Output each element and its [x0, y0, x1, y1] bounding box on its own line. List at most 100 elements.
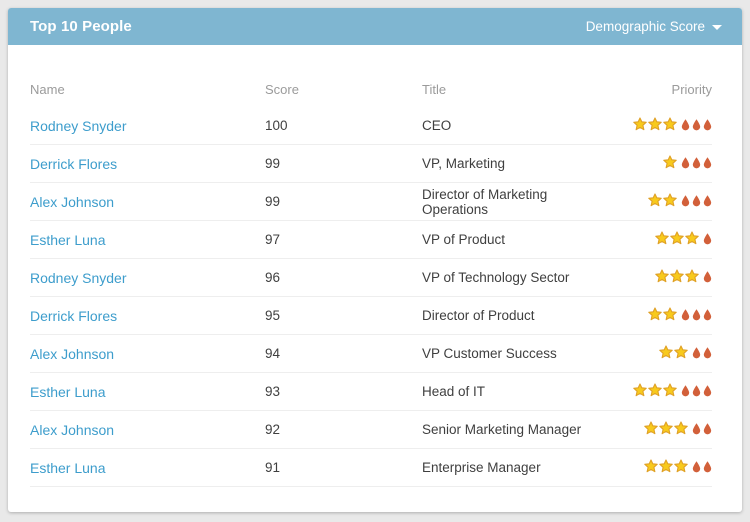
- priority-drop-icon: [703, 346, 712, 362]
- person-name-link[interactable]: Alex Johnson: [30, 193, 115, 210]
- score-cell: 94: [265, 346, 281, 361]
- star-icon: [663, 307, 677, 324]
- score-cell: 91: [265, 460, 281, 475]
- priority-drop-icon: [692, 346, 701, 362]
- star-icon: [648, 117, 662, 134]
- star-icon: [633, 117, 647, 134]
- priority-drop-icon: [692, 194, 701, 210]
- priority-drop-icon: [681, 118, 690, 134]
- star-icon: [674, 421, 688, 438]
- column-header-title: Title: [422, 81, 447, 97]
- star-icon: [670, 269, 684, 286]
- table-row: Alex Johnson 92 Senior Marketing Manager: [30, 411, 712, 449]
- star-icon: [659, 345, 673, 362]
- priority-cell: [592, 269, 712, 286]
- table-row: Esther Luna 93 Head of IT: [30, 373, 712, 411]
- title-cell: Director of Product: [422, 308, 535, 323]
- person-name-link[interactable]: Alex Johnson: [30, 345, 115, 362]
- star-icon: [648, 383, 662, 400]
- priority-cell: [592, 421, 712, 438]
- caret-down-icon: [712, 25, 722, 30]
- priority-cell: [592, 155, 712, 172]
- priority-drop-icon: [703, 232, 712, 248]
- title-cell: Enterprise Manager: [422, 460, 541, 475]
- priority-drop-icon: [692, 118, 701, 134]
- table-row: Derrick Flores 99 VP, Marketing: [30, 145, 712, 183]
- title-cell: Senior Marketing Manager: [422, 422, 582, 437]
- table-row: Alex Johnson 99 Director of Marketing Op…: [30, 183, 712, 221]
- score-cell: 100: [265, 118, 288, 133]
- top-people-card: Top 10 People Demographic Score Name Sco…: [8, 8, 742, 512]
- priority-drop-icon: [703, 194, 712, 210]
- table-header-row: Name Score Title Priority: [30, 71, 712, 107]
- score-cell: 95: [265, 308, 281, 323]
- score-type-dropdown[interactable]: Demographic Score: [586, 19, 722, 34]
- priority-cell: [592, 345, 712, 362]
- priority-drop-icon: [703, 384, 712, 400]
- star-icon: [633, 383, 647, 400]
- table-body: Rodney Snyder 100 CEO Derrick Flores 99 …: [30, 107, 712, 487]
- star-icon: [685, 269, 699, 286]
- person-name-link[interactable]: Rodney Snyder: [30, 269, 127, 286]
- priority-cell: [592, 383, 712, 400]
- star-icon: [674, 459, 688, 476]
- person-name-link[interactable]: Esther Luna: [30, 383, 106, 400]
- title-cell: Head of IT: [422, 384, 486, 399]
- star-icon: [663, 383, 677, 400]
- priority-drop-icon: [692, 460, 701, 476]
- priority-drop-icon: [703, 422, 712, 438]
- priority-cell: [592, 231, 712, 248]
- star-icon: [644, 459, 658, 476]
- title-cell: VP of Technology Sector: [422, 270, 570, 285]
- priority-drop-icon: [681, 156, 690, 172]
- person-name-link[interactable]: Alex Johnson: [30, 421, 115, 438]
- priority-cell: [592, 307, 712, 324]
- priority-drop-icon: [692, 384, 701, 400]
- table-row: Derrick Flores 95 Director of Product: [30, 297, 712, 335]
- star-icon: [674, 345, 688, 362]
- star-icon: [663, 193, 677, 210]
- priority-drop-icon: [703, 156, 712, 172]
- star-icon: [648, 307, 662, 324]
- title-cell: VP of Product: [422, 232, 506, 247]
- star-icon: [670, 231, 684, 248]
- card-title: Top 10 People: [30, 18, 132, 35]
- star-icon: [655, 231, 669, 248]
- title-cell: CEO: [422, 118, 452, 133]
- person-name-link[interactable]: Derrick Flores: [30, 155, 118, 172]
- score-type-dropdown-label: Demographic Score: [585, 19, 705, 34]
- table-row: Rodney Snyder 100 CEO: [30, 107, 712, 145]
- priority-cell: [592, 459, 712, 476]
- priority-drop-icon: [681, 194, 690, 210]
- title-cell: VP Customer Success: [422, 346, 557, 361]
- score-cell: 93: [265, 384, 281, 399]
- priority-drop-icon: [692, 422, 701, 438]
- table-row: Alex Johnson 94 VP Customer Success: [30, 335, 712, 373]
- priority-drop-icon: [703, 308, 712, 324]
- person-name-link[interactable]: Esther Luna: [30, 231, 106, 248]
- priority-drop-icon: [703, 460, 712, 476]
- person-name-link[interactable]: Rodney Snyder: [30, 117, 127, 134]
- star-icon: [655, 269, 669, 286]
- score-cell: 97: [265, 232, 281, 247]
- table-row: Esther Luna 97 VP of Product: [30, 221, 712, 259]
- star-icon: [685, 231, 699, 248]
- priority-drop-icon: [681, 384, 690, 400]
- table-row: Rodney Snyder 96 VP of Technology Sector: [30, 259, 712, 297]
- column-header-priority: Priority: [671, 81, 712, 97]
- person-name-link[interactable]: Esther Luna: [30, 459, 106, 476]
- priority-drop-icon: [692, 156, 701, 172]
- score-cell: 96: [265, 270, 281, 285]
- score-cell: 99: [265, 194, 281, 209]
- score-cell: 99: [265, 156, 281, 171]
- priority-cell: [592, 117, 712, 134]
- column-header-name: Name: [30, 81, 65, 97]
- priority-cell: [592, 193, 712, 210]
- priority-drop-icon: [681, 308, 690, 324]
- star-icon: [663, 117, 677, 134]
- title-cell: Director of Marketing Operations: [422, 186, 548, 217]
- star-icon: [659, 459, 673, 476]
- priority-drop-icon: [703, 118, 712, 134]
- person-name-link[interactable]: Derrick Flores: [30, 307, 118, 324]
- column-header-score: Score: [265, 81, 299, 97]
